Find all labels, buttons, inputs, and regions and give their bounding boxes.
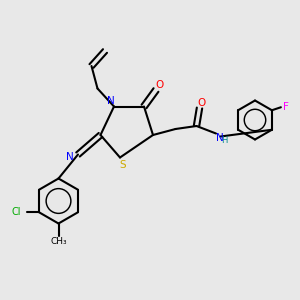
Text: F: F xyxy=(283,102,289,112)
Text: N: N xyxy=(216,133,224,143)
Text: O: O xyxy=(197,98,205,109)
Text: S: S xyxy=(119,160,126,170)
Text: O: O xyxy=(155,80,163,91)
Text: N: N xyxy=(107,96,115,106)
Text: H: H xyxy=(221,136,228,145)
Text: N: N xyxy=(66,152,74,163)
Text: CH₃: CH₃ xyxy=(50,237,67,246)
Text: Cl: Cl xyxy=(11,207,21,217)
